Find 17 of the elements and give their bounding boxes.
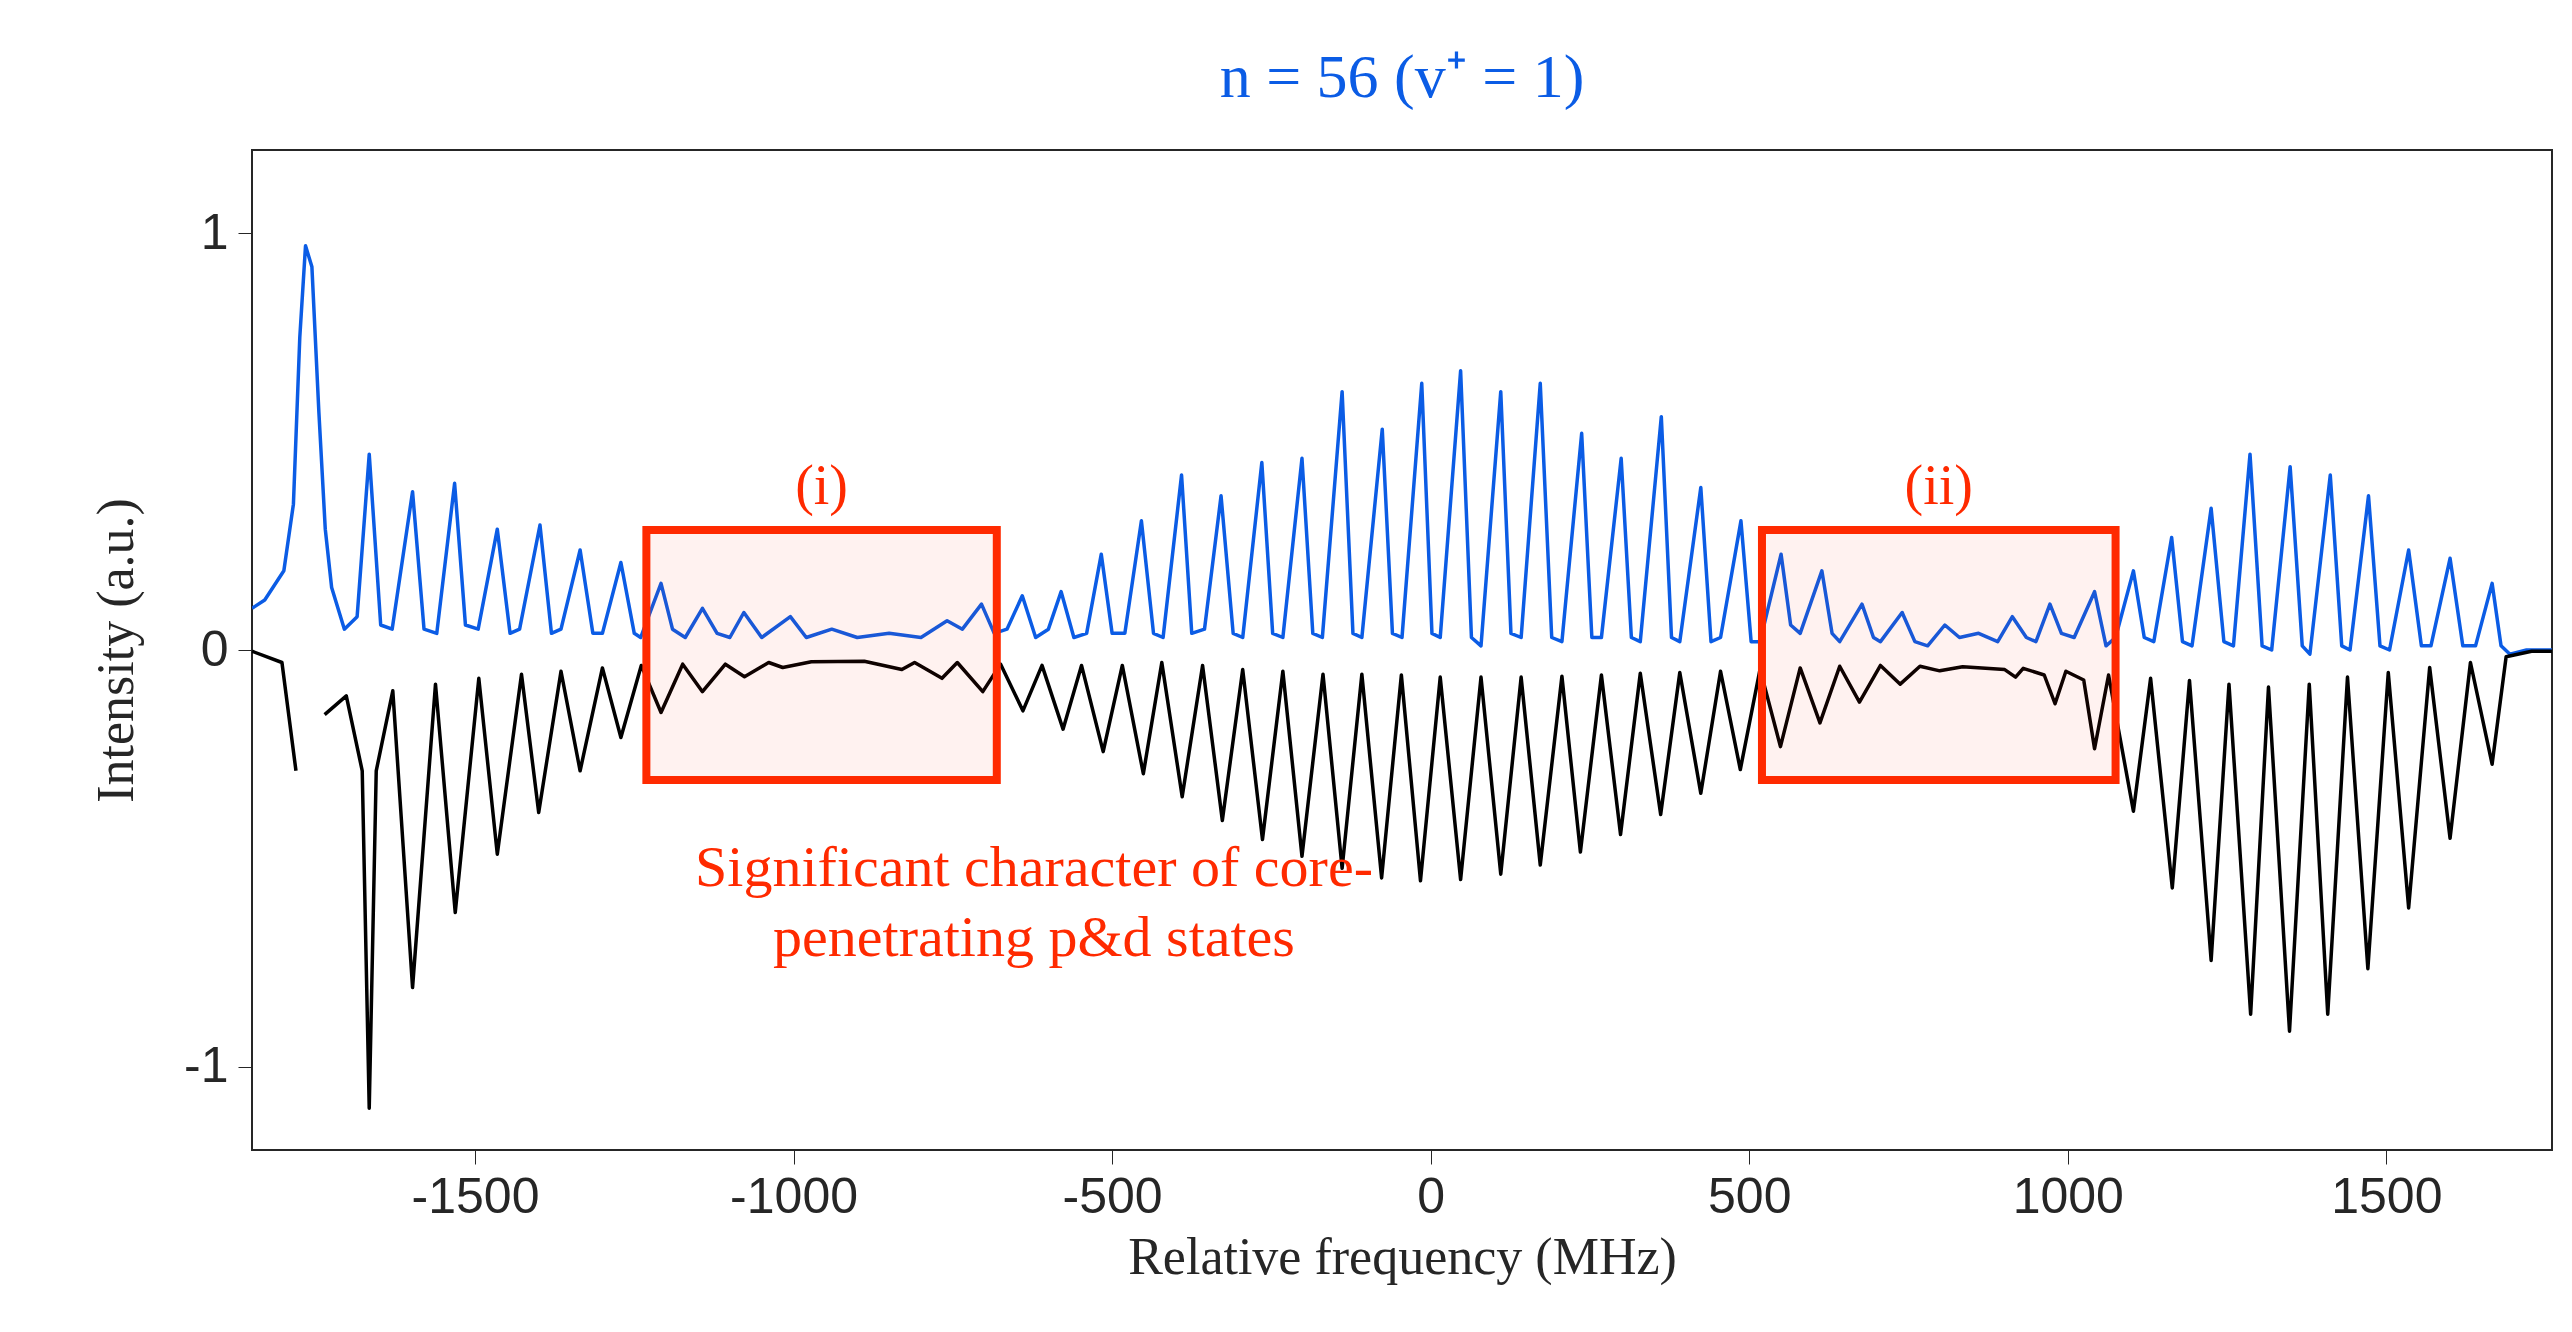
- y-tick-label: 1: [200, 203, 229, 260]
- y-axis-title: Intensity (a.u.): [87, 498, 146, 803]
- line-series: [252, 244, 2552, 656]
- x-tick-label: 500: [1708, 1167, 1792, 1224]
- y-tick-label: -1: [184, 1037, 229, 1094]
- x-tick-label: 1000: [2012, 1167, 2124, 1224]
- band-label: (i): [795, 454, 849, 517]
- band-label: (ii): [1904, 454, 1973, 517]
- x-tick-label: -1000: [730, 1167, 858, 1224]
- x-tick-label: 0: [1417, 1167, 1446, 1224]
- annotation: Significant character of core- penetrating p&d states: [695, 834, 1373, 969]
- y-tick-label: 0: [200, 620, 229, 677]
- chart-title: n = 56 (v⁺ = 1): [1219, 42, 1585, 111]
- x-tick-label: -500: [1062, 1167, 1163, 1224]
- x-tick-label: -1500: [411, 1167, 540, 1224]
- x-tick-label: 1500: [2331, 1167, 2443, 1224]
- x-axis-title: Relative frequency (MHz): [1128, 1227, 1677, 1286]
